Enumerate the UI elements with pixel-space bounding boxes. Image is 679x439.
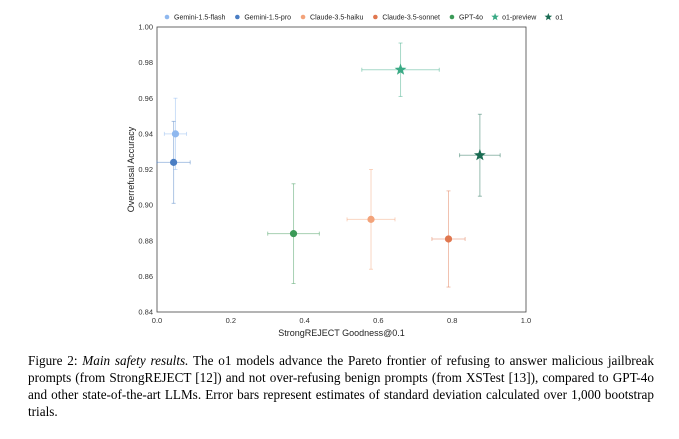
legend-label: Gemini-1.5-pro [244, 15, 291, 22]
legend: Gemini-1.5-flash Gemini-1.5-pro Claude-3.5… [164, 13, 563, 22]
data-point [444, 235, 453, 243]
x-tick-label: 0.8 [447, 316, 457, 325]
legend-label: Claude-3.5-sonnet [382, 15, 440, 22]
legend-marker [300, 14, 306, 20]
y-tick-label: 0.98 [138, 58, 153, 67]
y-axis-ticks: 0.84 0.86 0.88 0.90 0.92 0.94 0.96 0.98 1.00 [138, 23, 153, 317]
data-point-star [473, 149, 486, 161]
legend-marker [373, 14, 378, 20]
data-point [171, 130, 180, 138]
scatter-chart: Gemini-1.5-flash Gemini-1.5-pro Claude-3.5… [126, 13, 563, 338]
x-tick-label: 0.2 [226, 316, 236, 325]
data-point [367, 215, 375, 223]
legend-marker-star [491, 13, 499, 21]
y-tick-label: 0.94 [138, 129, 153, 138]
error-bars [156, 42, 501, 288]
data-point-star [394, 63, 407, 75]
y-tick-label: 0.90 [138, 201, 153, 210]
legend-marker [235, 14, 240, 20]
legend-label: o1-preview [502, 15, 537, 22]
legend-marker [164, 14, 170, 20]
y-axis-label: Overrefusal Accuracy [126, 126, 136, 212]
legend-label: Claude-3.5-haiku [310, 15, 363, 22]
caption-title: Main safety results. [82, 353, 189, 368]
caption-text: The o1 models advance the Pareto frontie… [28, 353, 654, 419]
caption-label: Figure 2: [28, 353, 78, 368]
y-tick-label: 0.92 [138, 165, 153, 174]
legend-label: Gemini-1.5-flash [174, 15, 225, 22]
data-point [170, 158, 178, 166]
figure-caption: Figure 2: Main safety results. The o1 mo… [28, 352, 654, 420]
data-point [289, 230, 298, 238]
x-axis-ticks: 0.0 0.2 0.4 0.6 0.8 1.0 [152, 316, 531, 325]
x-tick-label: 0.0 [152, 316, 162, 325]
y-tick-label: 0.84 [138, 308, 153, 317]
legend-label: GPT-4o [459, 15, 483, 22]
x-tick-label: 1.0 [521, 316, 531, 325]
y-tick-label: 0.88 [138, 236, 153, 245]
legend-marker-star [544, 13, 553, 21]
y-tick-label: 0.96 [138, 94, 153, 103]
plot-frame [156, 26, 527, 313]
x-tick-label: 0.6 [373, 316, 383, 325]
y-tick-label: 0.86 [138, 272, 153, 281]
legend-label: o1 [555, 15, 563, 22]
y-tick-label: 1.00 [138, 23, 153, 32]
x-axis-label: StrongREJECT Goodness@0.1 [278, 328, 405, 338]
x-tick-label: 0.4 [299, 316, 309, 325]
legend-marker [449, 14, 455, 20]
data-markers [170, 63, 486, 243]
